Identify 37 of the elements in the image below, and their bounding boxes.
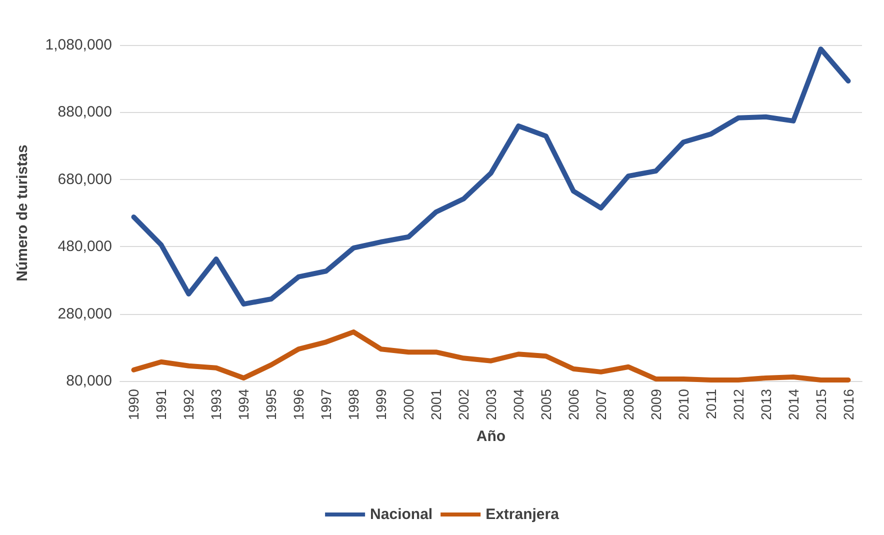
x-tick-label: 2006 bbox=[565, 388, 582, 420]
x-tick-label: 2008 bbox=[620, 388, 636, 420]
x-axis-title: Año bbox=[476, 428, 506, 445]
x-tick-label: 2003 bbox=[483, 388, 499, 420]
x-tick-label: 2000 bbox=[400, 388, 417, 420]
y-tick-label: 680,000 bbox=[58, 170, 112, 188]
x-tick-label: 2013 bbox=[758, 388, 774, 420]
x-tick-label: 1995 bbox=[263, 388, 280, 420]
x-tick-label: 1993 bbox=[208, 388, 224, 420]
x-tick-label: 2015 bbox=[812, 388, 829, 420]
x-tick-label: 2010 bbox=[675, 388, 692, 420]
x-tick-label: 1997 bbox=[318, 388, 334, 420]
y-tick-label: 280,000 bbox=[58, 305, 112, 322]
x-tick-label: 2014 bbox=[785, 388, 802, 420]
y-tick-label: 480,000 bbox=[58, 238, 112, 256]
y-tick-label: 80,000 bbox=[66, 372, 112, 390]
x-tick-label: 2004 bbox=[510, 388, 526, 420]
x-tick-label: 2012 bbox=[730, 388, 746, 420]
x-tick-label: 1999 bbox=[373, 388, 390, 420]
x-tick-label: 2001 bbox=[428, 388, 444, 420]
x-tick-label: 2016 bbox=[840, 388, 856, 420]
x-tick-label: 2011 bbox=[702, 388, 719, 420]
legend-label: Nacional bbox=[370, 506, 433, 523]
x-tick-label: 2007 bbox=[592, 388, 609, 420]
y-tick-label: 1,080,000 bbox=[45, 36, 112, 54]
y-tick-label: 880,000 bbox=[58, 104, 112, 121]
x-tick-label: 1998 bbox=[346, 388, 362, 420]
x-tick-label: 1996 bbox=[290, 388, 307, 420]
x-tick-label: 1991 bbox=[153, 388, 170, 420]
x-tick-label: 1990 bbox=[126, 388, 142, 420]
x-tick-label: 2005 bbox=[538, 388, 554, 420]
x-tick-label: 2009 bbox=[648, 388, 664, 420]
x-tick-label: 1994 bbox=[236, 388, 252, 420]
x-tick-label: 1992 bbox=[180, 388, 197, 420]
y-axis-title: Número de turistas bbox=[14, 144, 31, 282]
x-tick-label: 2002 bbox=[456, 388, 472, 420]
legend-label: Extranjera bbox=[486, 506, 560, 523]
